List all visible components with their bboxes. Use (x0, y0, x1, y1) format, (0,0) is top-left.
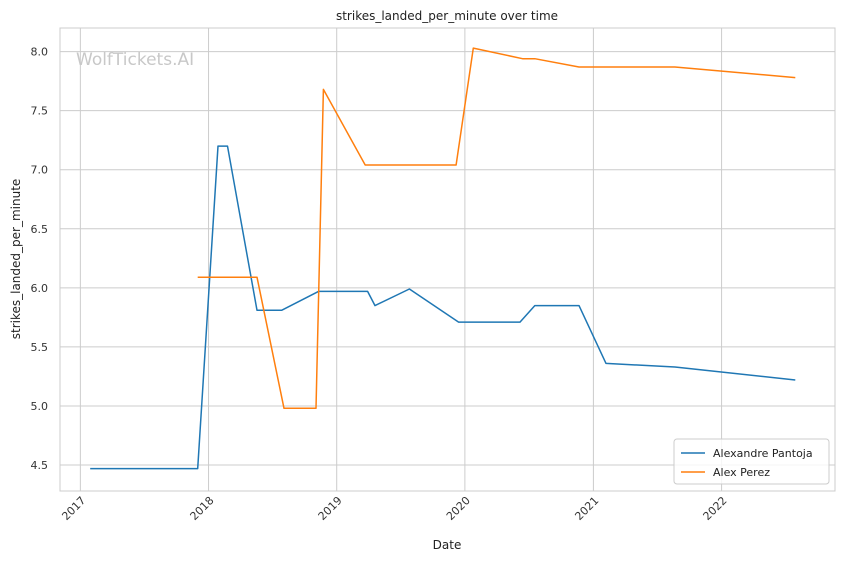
series-line-alex-perez (197, 47, 796, 410)
legend-label-alex-perez: Alex Perez (713, 466, 770, 479)
y-tick-label: 6.5 (31, 223, 49, 236)
series-line-alexandre-pantoja (90, 145, 796, 470)
chart-title: strikes_landed_per_minute over time (336, 9, 558, 23)
y-tick-label: 5.0 (31, 400, 49, 413)
watermark: WolfTickets.AI (76, 50, 194, 70)
y-axis-ticks: 4.5 5.0 5.5 6.0 6.5 7.0 7.5 8.0 (31, 46, 49, 472)
y-tick-label: 5.5 (31, 341, 49, 354)
x-axis-label: Date (433, 538, 462, 552)
y-axis-label: strikes_landed_per_minute (9, 179, 23, 340)
y-tick-label: 6.0 (31, 282, 49, 295)
grid (60, 28, 835, 491)
legend-label-alexandre-pantoja: Alexandre Pantoja (713, 447, 813, 460)
y-tick-label: 8.0 (31, 46, 49, 59)
y-tick-label: 4.5 (31, 459, 49, 472)
plot-frame (59, 27, 836, 492)
series-group (90, 47, 796, 470)
y-tick-label: 7.5 (31, 105, 49, 118)
y-tick-label: 7.0 (31, 164, 49, 177)
legend-box (673, 438, 830, 485)
legend: Alexandre Pantoja Alex Perez (673, 438, 830, 485)
